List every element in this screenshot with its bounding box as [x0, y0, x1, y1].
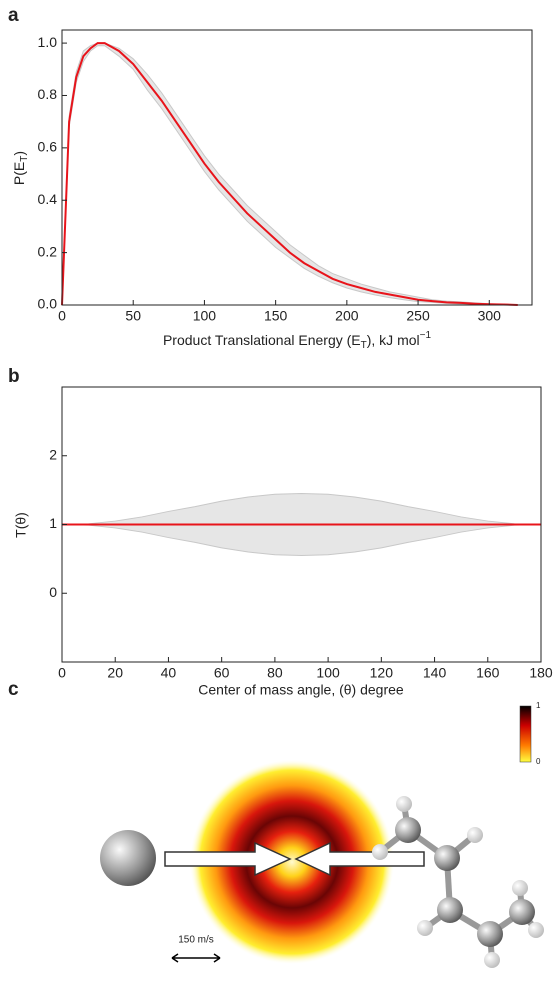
velocity-map	[190, 760, 394, 964]
label-part: ), kJ mol	[367, 332, 420, 348]
x-tick-label: 60	[214, 665, 230, 681]
x-tick-label: 100	[193, 308, 217, 324]
x-tick-label: 160	[476, 665, 500, 681]
newton-diagram: 150 m/s	[100, 705, 544, 968]
y-tick-label: 0.4	[38, 191, 58, 207]
x-tick-label: 20	[107, 665, 123, 681]
y-tick-label: 0.0	[38, 296, 58, 312]
y-tick-label: 0	[49, 584, 57, 600]
y-axis-label: P(ET)	[11, 151, 30, 185]
x-axis-label: Product Translational Energy (ET), kJ mo…	[163, 330, 431, 351]
x-tick-label: 50	[125, 308, 141, 324]
label-part: P(E	[11, 162, 27, 185]
y-tick-label: 0.6	[38, 139, 58, 155]
y-axis-label: T(θ)	[13, 512, 29, 538]
data-line	[61, 42, 518, 306]
x-tick-label: 180	[529, 665, 553, 681]
x-tick-label: 80	[267, 665, 283, 681]
x-tick-label: 0	[58, 665, 66, 681]
label-part: T	[361, 340, 367, 351]
plot-frame	[61, 29, 533, 306]
x-tick-label: 300	[478, 308, 502, 324]
x-tick-label: 150	[264, 308, 288, 324]
x-tick-label: 0	[58, 308, 66, 324]
colorbar	[519, 705, 532, 763]
arrow	[294, 841, 425, 877]
y-tick-label: 0.8	[38, 86, 58, 102]
label-part: Product Translational Energy (E	[163, 332, 361, 348]
panel-label: c	[8, 679, 19, 700]
label-part: −1	[420, 330, 432, 341]
panel-label: b	[8, 366, 20, 387]
x-tick-label: 40	[161, 665, 177, 681]
label-part: T	[19, 156, 30, 162]
x-tick-label: 200	[335, 308, 359, 324]
x-tick-label: 120	[370, 665, 394, 681]
x-axis-label: Center of mass angle, (θ) degree	[198, 682, 404, 698]
arrow	[164, 841, 292, 877]
colorbar-tick-label: 0	[536, 757, 541, 766]
y-tick-label: 2	[49, 446, 57, 462]
uncertainty-band	[61, 42, 518, 306]
y-tick-label: 1	[49, 515, 57, 531]
colorbar-tick-label: 1	[536, 701, 541, 710]
y-tick-label: 0.2	[38, 243, 58, 259]
scale-bar	[171, 953, 221, 963]
x-tick-label: 100	[316, 665, 340, 681]
molecule	[372, 796, 544, 968]
label-part: )	[11, 151, 27, 156]
y-tick-label: 1.0	[38, 34, 58, 50]
x-tick-label: 140	[423, 665, 447, 681]
scale-label: 150 m/s	[178, 935, 214, 946]
panel-label: a	[8, 5, 19, 26]
atom	[100, 830, 156, 886]
x-tick-label: 250	[406, 308, 430, 324]
